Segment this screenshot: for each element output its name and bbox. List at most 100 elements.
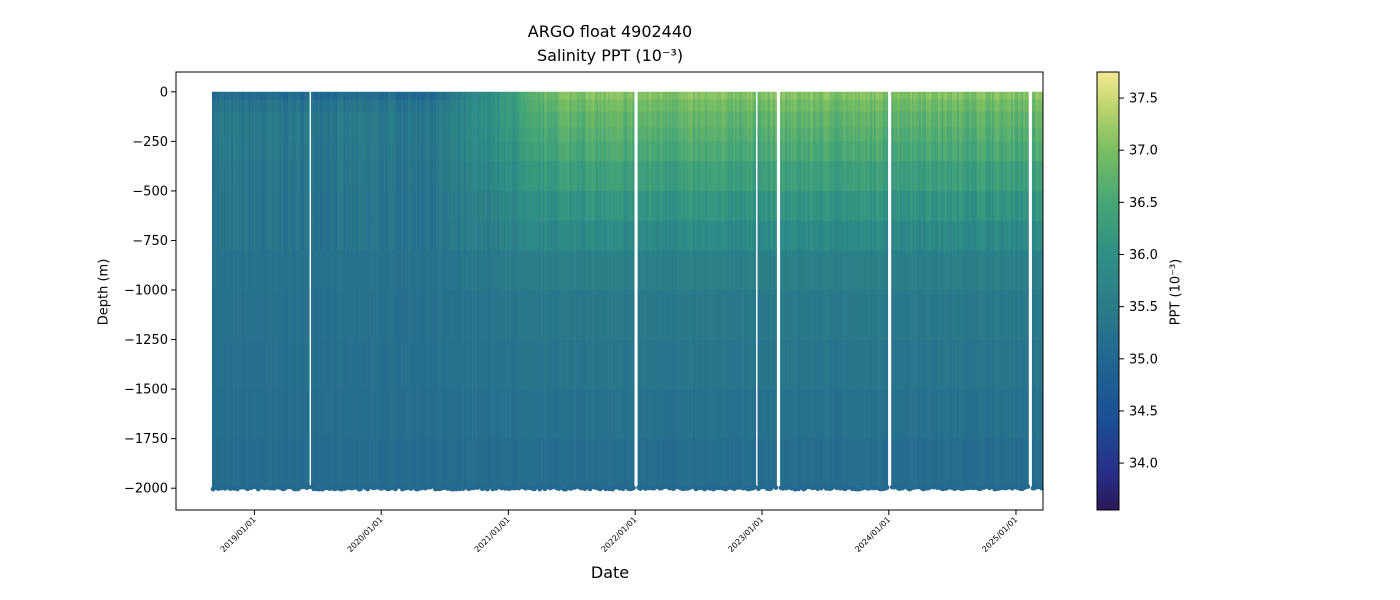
salinity-cell: [736, 438, 739, 487]
salinity-cell: [757, 389, 760, 439]
salinity-cell: [545, 339, 548, 390]
salinity-cell: [820, 111, 823, 128]
salinity-cell: [799, 220, 802, 251]
salinity-cell: [324, 389, 327, 439]
salinity-cell: [469, 161, 472, 192]
salinity-cell: [615, 389, 618, 439]
salinity-cell: [818, 290, 821, 340]
salinity-cell: [516, 99, 519, 112]
salinity-cell: [429, 111, 432, 128]
salinity-cell: [740, 91, 743, 101]
salinity-cell: [241, 190, 244, 221]
salinity-cell: [813, 127, 816, 142]
salinity-cell: [604, 111, 607, 128]
salinity-cell: [232, 99, 235, 112]
salinity-cell: [382, 99, 385, 112]
salinity-cell: [559, 339, 562, 390]
salinity-cell: [377, 438, 380, 487]
salinity-cell: [528, 290, 531, 340]
salinity-cell: [611, 161, 614, 192]
salinity-cell: [356, 389, 359, 439]
salinity-cell: [236, 190, 239, 221]
salinity-cell: [562, 141, 565, 162]
salinity-cell: [241, 438, 244, 487]
salinity-cell: [802, 438, 805, 487]
salinity-cell: [236, 389, 239, 439]
salinity-cell: [502, 127, 505, 142]
salinity-cell: [564, 127, 567, 142]
salinity-cell: [575, 161, 578, 192]
salinity-cell: [717, 290, 720, 340]
salinity-cell: [429, 99, 432, 112]
salinity-cell: [745, 91, 748, 101]
salinity-cell: [408, 111, 411, 128]
salinity-cell: [460, 389, 463, 439]
salinity-cell: [608, 438, 611, 487]
salinity-cell: [264, 250, 267, 291]
salinity-cell: [476, 91, 479, 101]
salinity-cell: [430, 290, 433, 340]
salinity-cell: [472, 111, 475, 128]
salinity-cell: [787, 111, 790, 128]
salinity-cell: [641, 290, 644, 340]
salinity-cell: [679, 250, 682, 291]
salinity-cell: [637, 127, 640, 142]
salinity-cell: [218, 438, 221, 487]
salinity-cell: [456, 339, 459, 390]
salinity-cell: [595, 220, 598, 251]
salinity-cell: [370, 339, 373, 390]
salinity-cell: [439, 99, 442, 112]
salinity-cell: [267, 161, 270, 192]
salinity-cell: [743, 141, 746, 162]
salinity-cell: [213, 438, 216, 487]
salinity-cell: [783, 91, 786, 101]
salinity-cell: [578, 99, 581, 112]
salinity-cell: [366, 91, 369, 101]
salinity-cell: [604, 99, 607, 112]
salinity-cell: [486, 290, 489, 340]
salinity-cell: [243, 290, 246, 340]
salinity-cell: [556, 161, 559, 192]
salinity-cell: [535, 141, 538, 162]
salinity-cell: [436, 111, 439, 128]
salinity-cell: [827, 339, 830, 390]
salinity-cell: [330, 290, 333, 340]
salinity-cell: [754, 389, 757, 439]
salinity-cell: [505, 339, 508, 390]
salinity-cell: [418, 141, 421, 162]
salinity-cell: [821, 290, 824, 340]
salinity-cell: [218, 111, 221, 128]
salinity-cell: [269, 389, 272, 439]
salinity-cell: [394, 111, 397, 128]
salinity-cell: [806, 127, 809, 142]
salinity-cell: [828, 290, 831, 340]
salinity-cell: [357, 438, 360, 487]
salinity-cell: [651, 290, 654, 340]
salinity-cell: [364, 111, 367, 128]
salinity-cell: [766, 389, 769, 439]
salinity-cell: [767, 141, 770, 162]
salinity-cell: [689, 111, 692, 128]
salinity-cell: [688, 161, 691, 192]
salinity-cell: [278, 141, 281, 162]
salinity-cell: [642, 438, 645, 487]
salinity-cell: [788, 91, 791, 101]
salinity-cell: [363, 290, 366, 340]
salinity-cell: [556, 111, 559, 128]
salinity-cell: [300, 91, 303, 101]
salinity-cell: [352, 127, 355, 142]
salinity-cell: [279, 290, 282, 340]
salinity-cell: [540, 127, 543, 142]
salinity-cell: [436, 389, 439, 439]
salinity-cell: [707, 141, 710, 162]
salinity-cell: [821, 99, 824, 112]
salinity-cell: [620, 290, 623, 340]
salinity-cell: [225, 111, 228, 128]
salinity-cell: [714, 127, 717, 142]
salinity-cell: [701, 339, 704, 390]
salinity-cell: [542, 339, 545, 390]
salinity-cell: [820, 250, 823, 291]
salinity-cell: [415, 438, 418, 487]
salinity-cell: [734, 161, 737, 192]
salinity-cell: [260, 220, 263, 251]
